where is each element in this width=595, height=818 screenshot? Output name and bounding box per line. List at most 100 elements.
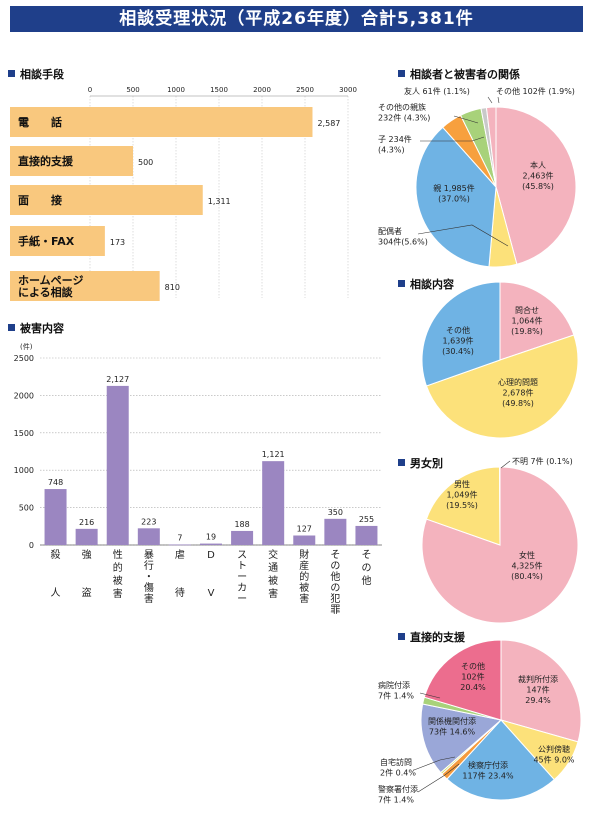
method-value-label: 1,311	[208, 197, 231, 206]
damage-category-label: 暴	[144, 549, 154, 561]
gender-slice-label-line: 4,325件	[512, 561, 543, 571]
damage-category-label: カ	[237, 582, 247, 594]
relation-leader-line	[453, 115, 479, 124]
relation-leader-line	[487, 96, 493, 104]
damage-bar	[168, 544, 191, 546]
section-label: 相談内容	[410, 278, 454, 291]
content-slice-label-line: 2,678件	[503, 388, 534, 398]
support-slice-label-line: 裁判所付添	[518, 674, 558, 684]
method-tick-label: 0	[88, 86, 92, 94]
relation-leader-line	[497, 96, 500, 104]
relation-slice-label-line: 2,463件	[523, 171, 554, 181]
support-slice-label-line: 45件 9.0%	[533, 755, 574, 765]
damage-tick-label: 1000	[14, 466, 34, 475]
method-value-label: 2,587	[317, 119, 340, 128]
support-slice-label-line: 117件 23.4%	[462, 771, 514, 781]
support-slice-label-line: 病院付添	[378, 680, 410, 690]
support-leader-line	[417, 763, 460, 793]
support-leader-line	[419, 692, 441, 699]
method-bar	[90, 226, 105, 256]
section-title-gender: 男女別	[398, 455, 443, 471]
method-category-label: による相談	[18, 285, 74, 299]
relation-slice	[495, 106, 577, 265]
support-slice-label-line: 102件	[461, 672, 484, 682]
method-label-box	[10, 226, 90, 256]
gender-leader-line	[500, 460, 511, 469]
relation-slice-label-line: 本人	[530, 160, 546, 170]
relation-slice	[485, 106, 497, 188]
relation-slice-label-line: (45.8%)	[522, 182, 554, 191]
relation-slice-label-line: 配偶者	[378, 226, 402, 236]
relation-slice-label: その他 102件 (1.9%)	[496, 86, 575, 96]
damage-category-label: 強	[82, 548, 92, 561]
damage-bar	[75, 528, 98, 545]
method-value-label: 173	[110, 238, 125, 247]
content-slice-label-line: 1,639件	[443, 336, 474, 346]
damage-tick-label: 0	[29, 541, 34, 550]
method-tick-label: 1500	[210, 86, 228, 94]
damage-category-label: ス	[237, 550, 247, 561]
method-label-box	[10, 271, 90, 301]
support-slice-label-line: 29.4%	[525, 696, 551, 705]
gender-slice	[425, 466, 501, 546]
gender-slice-label-line: 女性	[519, 550, 535, 560]
support-slice-label-line: 公判傍聴	[538, 744, 570, 754]
method-label-box	[10, 146, 90, 176]
damage-tick-label: 1500	[14, 429, 34, 438]
damage-category-label: 財	[299, 548, 309, 561]
gender-slice-label: 不明 7件 (0.1%)	[512, 456, 573, 466]
damage-category-label: 盗	[82, 586, 92, 599]
damage-bar	[106, 385, 129, 545]
content-slice-label-line: (49.8%)	[502, 399, 534, 408]
section-label: 被害内容	[20, 322, 64, 335]
support-slice-label-line: 検察庁付添	[468, 760, 508, 770]
damage-bar	[262, 461, 285, 545]
method-tick-label: 2500	[296, 86, 314, 94]
support-slice-label-line: その他	[461, 661, 485, 671]
page-title: 相談受理状況（平成26年度）合計5,381件	[10, 6, 583, 32]
damage-bar	[44, 489, 67, 545]
damage-value-label: 223	[141, 517, 156, 526]
section-title-content: 相談内容	[398, 276, 454, 292]
section-title-support: 直接的支援	[398, 629, 465, 645]
relation-slice-label-line: 232件 (4.3%)	[378, 113, 430, 123]
method-tick-label: 1000	[167, 86, 185, 94]
section-marker	[398, 459, 405, 466]
damage-category-label: 害	[144, 592, 154, 605]
damage-category-label: の	[330, 561, 340, 572]
method-label-box	[10, 185, 90, 215]
damage-bar	[293, 535, 316, 545]
damage-category-label: 他	[361, 574, 371, 587]
damage-value-label: 7	[177, 533, 182, 542]
damage-value-label: 127	[297, 525, 312, 534]
content-slice-label-line: 問合せ	[515, 305, 539, 315]
content-slice	[421, 281, 501, 387]
relation-pie: 本人2,463件(45.8%) 親 1,985件 (37.0%) 配偶者304件(5.…	[378, 86, 577, 268]
content-slice-label-line: 心理的問題	[498, 377, 538, 387]
content-slice-label-line: その他	[446, 325, 470, 335]
gender-pie: 女性4,325件(80.4%) 男性1,049件(19.5%) 不明 7件 (0.1…	[421, 456, 579, 624]
damage-category-label: の	[361, 563, 371, 574]
method-bar	[90, 107, 313, 137]
damage-category-label: 行	[144, 559, 154, 572]
damage-y-axis-label: (件)	[20, 342, 33, 351]
damage-category-label: ト	[237, 561, 247, 572]
section-label: 相談手段	[20, 68, 64, 81]
method-category-label: 手紙・FAX	[18, 234, 75, 248]
method-category-label: 直接的支援	[18, 154, 74, 168]
damage-category-label: 被	[113, 574, 123, 587]
method-category-label: 面 接	[18, 193, 62, 207]
damage-category-label: ・	[144, 572, 154, 583]
relation-slice-label-line: 親 1,985件	[433, 183, 474, 193]
method-chart: 0 500 1000 1500 2000 2500 3000 電 話 2,587 直接的支援 500…	[10, 86, 357, 301]
relation-slice-label-line: (37.0%)	[438, 195, 470, 204]
